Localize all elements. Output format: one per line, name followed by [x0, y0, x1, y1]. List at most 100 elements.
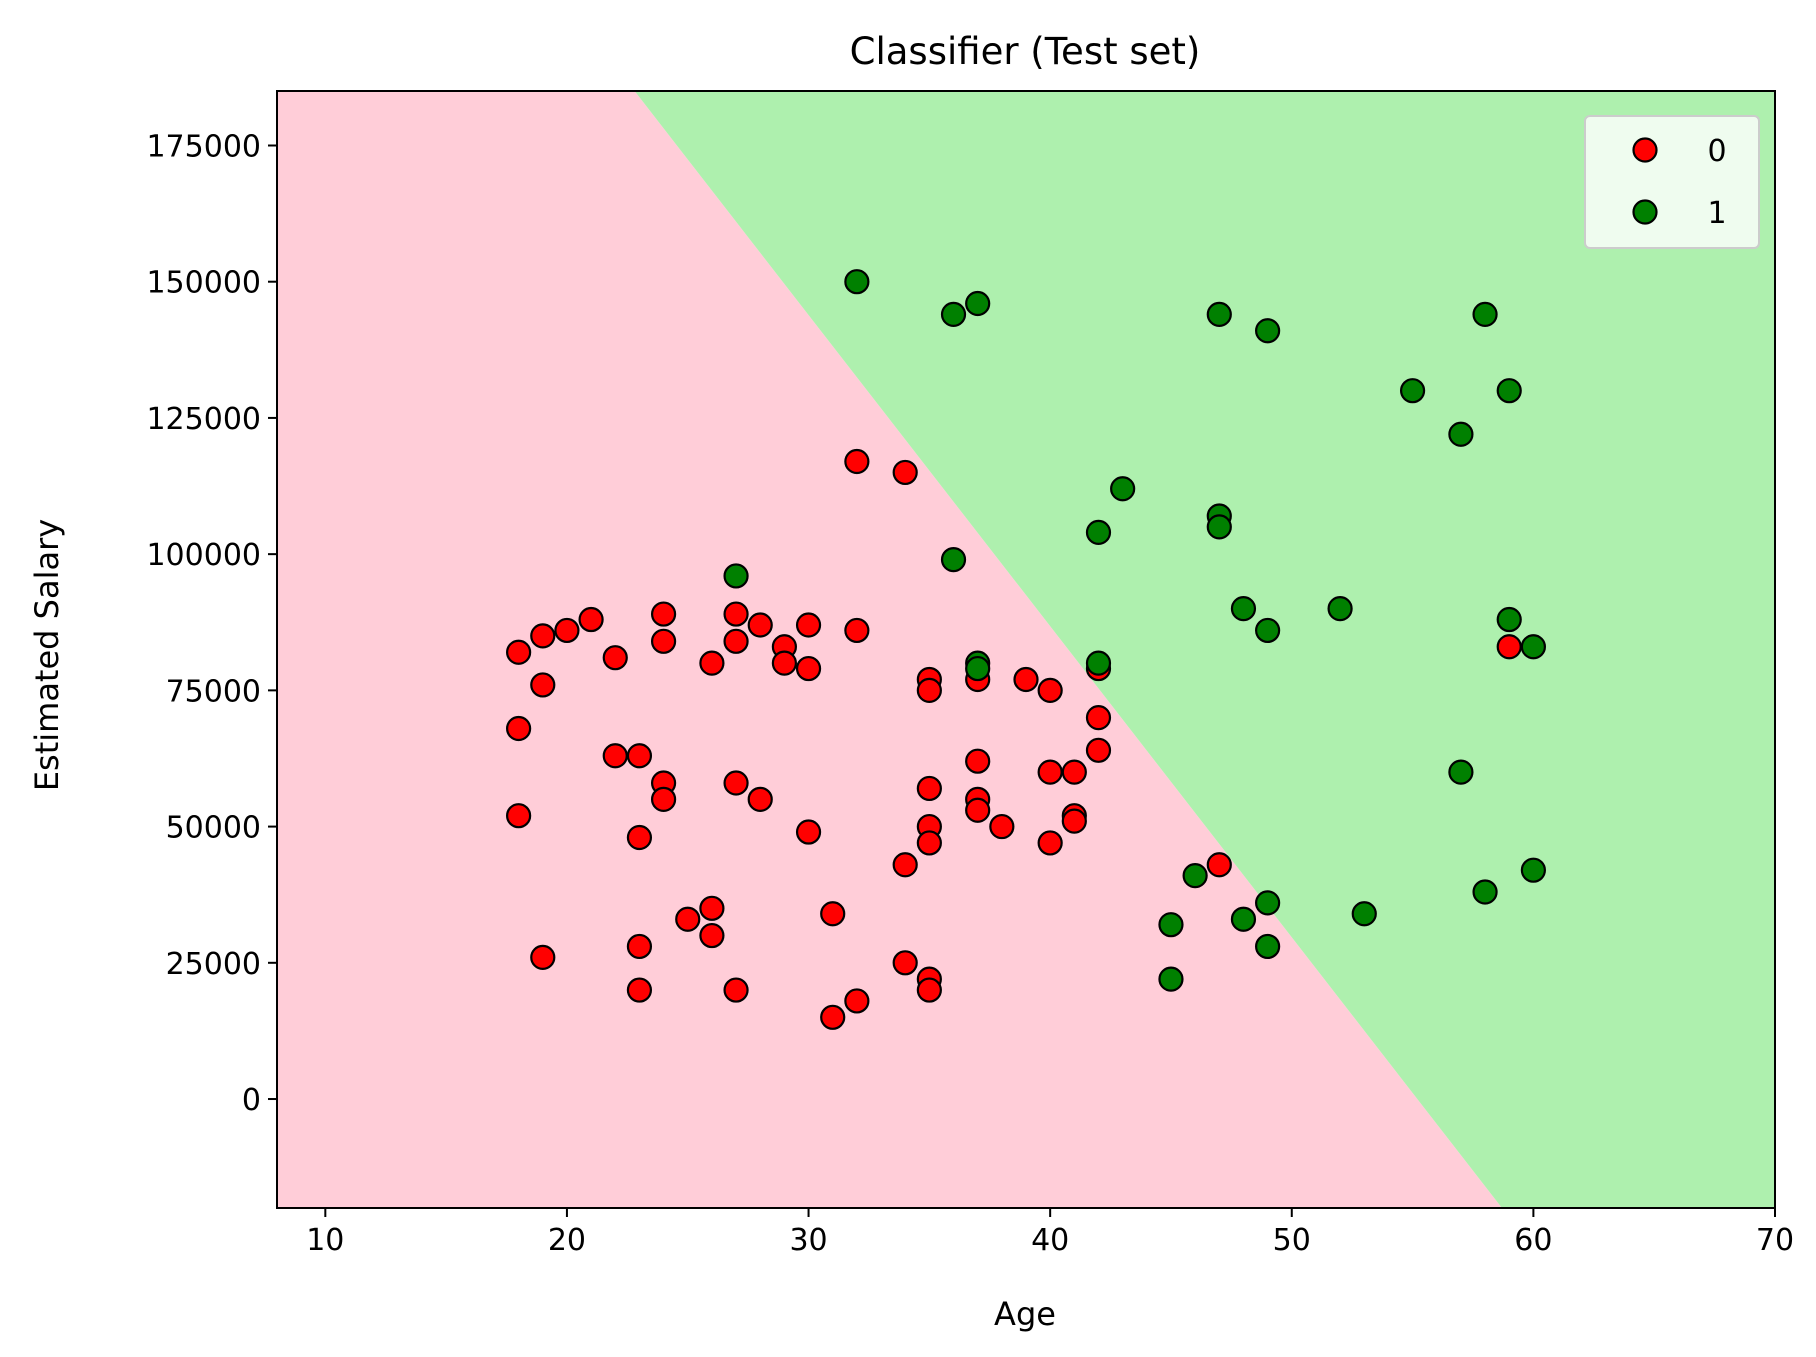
- data-point-class-1: [844, 269, 870, 295]
- data-point-class-0: [554, 617, 580, 644]
- data-point-class-0: [626, 824, 653, 851]
- data-point-class-0: [844, 988, 870, 1014]
- data-point-class-0: [699, 650, 725, 676]
- data-point-class-0: [506, 803, 532, 829]
- data-point-class-0: [650, 786, 677, 812]
- data-point-class-0: [1085, 737, 1112, 763]
- data-point-class-0: [1013, 666, 1039, 693]
- data-point-class-0: [1061, 759, 1087, 785]
- data-point-class-0: [626, 977, 653, 1003]
- data-point-class-0: [916, 977, 942, 1003]
- data-point-class-0: [916, 775, 942, 802]
- data-point-class-1: [1110, 476, 1136, 502]
- data-point-class-1: [1085, 650, 1112, 676]
- x-tick-label: 50: [1273, 1223, 1311, 1258]
- data-point-class-0: [723, 770, 749, 796]
- x-axis-label: Age: [994, 1295, 1056, 1333]
- data-point-class-1: [1230, 596, 1257, 622]
- data-point-class-0: [1206, 852, 1232, 878]
- data-point-class-1: [1448, 759, 1474, 785]
- data-point-class-1: [1158, 966, 1184, 992]
- chart-title: Classifier (Test set): [850, 30, 1201, 73]
- y-tick-label: 75000: [166, 674, 261, 709]
- data-point-class-0: [723, 628, 749, 654]
- data-point-class-1: [1206, 514, 1232, 540]
- data-point-class-0: [1037, 830, 1063, 856]
- x-tick-label: 60: [1514, 1223, 1552, 1258]
- data-point-class-1: [1520, 857, 1546, 883]
- data-point-class-1: [1520, 634, 1546, 660]
- data-point-class-1: [940, 301, 967, 327]
- data-point-class-1: [1472, 301, 1498, 327]
- y-tick-label: 125000: [146, 402, 261, 437]
- y-tick-label: 150000: [146, 266, 261, 301]
- y-tick-label: 50000: [166, 811, 261, 846]
- data-point-class-1: [1255, 617, 1281, 644]
- y-tick-label: 0: [242, 1083, 261, 1118]
- legend-label-1: 1: [1707, 196, 1726, 231]
- y-tick-label: 25000: [166, 947, 261, 982]
- data-point-class-0: [699, 922, 725, 949]
- data-point-class-1: [1327, 596, 1353, 622]
- data-point-class-0: [1496, 634, 1522, 660]
- decision-regions: [277, 91, 1775, 1208]
- data-point-class-1: [965, 655, 991, 682]
- data-point-class-0: [650, 601, 677, 627]
- data-point-class-1: [1085, 519, 1112, 545]
- region-class-1: [634, 91, 1775, 1208]
- data-point-class-0: [1037, 759, 1063, 785]
- data-point-class-1: [1158, 912, 1184, 938]
- data-point-class-1: [1496, 606, 1522, 633]
- data-point-class-0: [675, 906, 701, 932]
- data-point-class-1: [1399, 378, 1426, 404]
- data-point-class-0: [916, 677, 942, 703]
- data-point-class-1: [1472, 879, 1498, 905]
- data-point-class-0: [723, 977, 749, 1003]
- data-point-class-0: [771, 650, 797, 676]
- data-point-class-1: [1206, 301, 1232, 327]
- x-axis: 10 20 30 40 50 60 70: [306, 1208, 1794, 1258]
- y-axis: 0 25000 50000 75000 100000 125000 150000 175000: [146, 129, 277, 1118]
- data-point-class-1: [1255, 318, 1281, 344]
- legend-marker-0: [1632, 137, 1658, 163]
- data-point-class-1: [1182, 863, 1208, 889]
- legend: 01: [1584, 115, 1760, 249]
- data-point-class-1: [1255, 933, 1281, 960]
- data-point-class-0: [820, 901, 846, 927]
- y-tick-label: 100000: [146, 538, 261, 573]
- data-point-class-1: [1255, 890, 1281, 916]
- x-tick-label: 30: [789, 1223, 827, 1258]
- x-tick-label: 40: [1031, 1223, 1069, 1258]
- data-point-class-1: [965, 290, 991, 317]
- data-point-class-0: [747, 786, 773, 812]
- region-class-0: [277, 91, 1502, 1208]
- data-point-class-0: [578, 606, 604, 633]
- data-point-class-1: [1448, 421, 1474, 447]
- data-point-class-0: [892, 950, 918, 976]
- data-point-class-0: [1037, 677, 1063, 703]
- legend-marker-1: [1632, 199, 1658, 225]
- data-point-class-0: [626, 933, 653, 960]
- data-point-class-0: [530, 623, 556, 649]
- plot-frame: [276, 90, 1776, 1209]
- x-tick-label: 10: [306, 1223, 344, 1258]
- data-point-class-0: [506, 715, 532, 742]
- y-axis-label: Estimated Salary: [28, 519, 66, 791]
- legend-box: [1584, 115, 1760, 249]
- data-point-class-0: [506, 639, 532, 665]
- data-point-class-0: [844, 448, 870, 475]
- data-point-class-1: [940, 546, 967, 573]
- data-point-class-0: [530, 944, 556, 970]
- data-point-class-0: [1061, 808, 1087, 834]
- data-point-class-0: [650, 628, 677, 654]
- data-point-class-0: [965, 797, 991, 823]
- data-point-class-0: [795, 655, 822, 682]
- data-points: [506, 269, 1546, 1030]
- data-point-class-0: [916, 830, 942, 856]
- data-point-class-1: [1351, 901, 1377, 927]
- data-point-class-0: [1085, 705, 1112, 731]
- data-point-class-0: [844, 617, 870, 644]
- data-point-class-0: [795, 612, 822, 638]
- data-point-class-0: [965, 748, 991, 774]
